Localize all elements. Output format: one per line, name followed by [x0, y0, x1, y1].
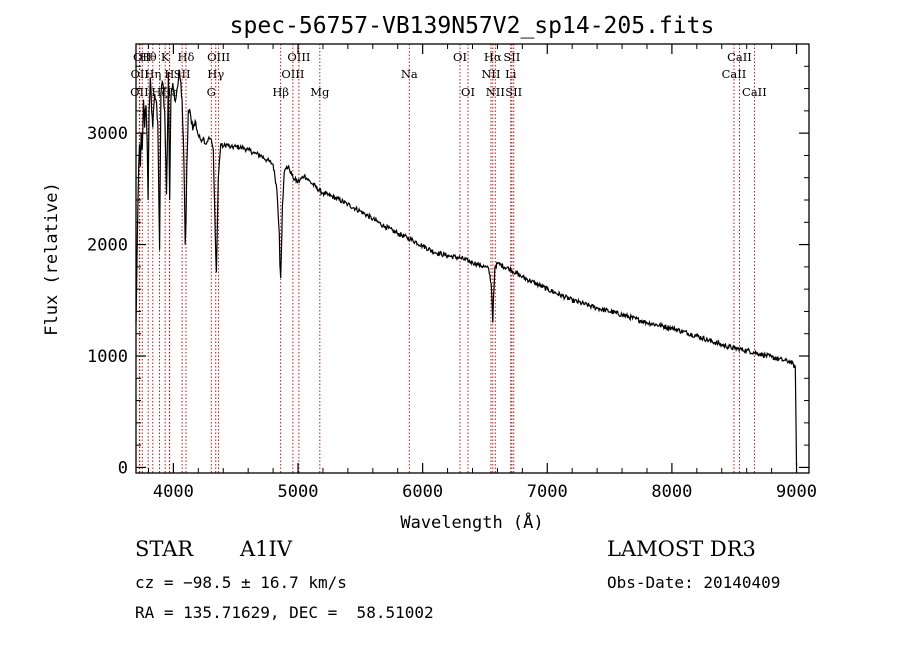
line-label-24: Li	[505, 67, 517, 81]
line-label-3: Hθ	[140, 50, 157, 64]
line-label-25: SII	[503, 50, 520, 64]
y-axis-label: Flux (relative)	[42, 182, 62, 336]
line-label-1: OII	[130, 67, 149, 81]
spectral-subclass: A1IV	[240, 537, 292, 561]
line-label-17: Mg	[310, 85, 330, 99]
line-label-21: NII	[481, 67, 500, 81]
line-label-6: K	[161, 50, 170, 64]
redshift-cz: cz = −98.5 ± 16.7 km/s	[135, 573, 347, 592]
chart-title: spec-56757-VB139N57V2_sp14-205.fits	[230, 13, 715, 39]
y-tick-label: 1000	[87, 347, 128, 367]
line-label-12: Hγ	[207, 67, 224, 81]
x-tick-label: 5000	[278, 482, 319, 502]
line-label-26: SII	[505, 85, 522, 99]
x-tick-label: 9000	[776, 482, 817, 502]
survey-name: LAMOST DR3	[607, 537, 756, 561]
line-label-10: SII	[174, 67, 191, 81]
y-tick-label: 2000	[87, 236, 128, 256]
spectrum-series-flux	[135, 69, 798, 466]
object-type: STAR	[135, 537, 194, 561]
x-tick-label: 6000	[402, 482, 443, 502]
line-label-13: OIII	[207, 50, 230, 64]
plot-frame	[135, 43, 810, 474]
line-label-19: OI	[453, 50, 467, 64]
observation-date: Obs-Date: 20140409	[607, 573, 781, 592]
coordinates: RA = 135.71629, DEC = 58.51002	[135, 603, 434, 622]
x-tick-label: 4000	[153, 482, 194, 502]
emission-line-labels: OIIOIIOIIHθHηHζKHHεHδSIIGHγOIIIHβOIIIOII…	[130, 50, 767, 99]
x-axis-label: Wavelength (Å)	[400, 511, 543, 533]
x-axis: 4000 5000 6000 7000 8000 9000	[147, 44, 817, 502]
line-label-2: OII	[133, 50, 152, 64]
line-label-16: OIII	[287, 50, 310, 64]
line-label-14: Hβ	[272, 85, 289, 99]
line-label-9: Hδ	[177, 50, 194, 64]
y-axis: 0 1000 2000 3000	[87, 65, 809, 478]
line-label-23: NII	[486, 85, 505, 99]
line-label-22: Hα	[484, 50, 502, 64]
line-label-4: Hη	[144, 67, 161, 81]
line-label-27: CaII	[722, 67, 747, 81]
line-label-11: G	[207, 85, 216, 99]
y-tick-label: 0	[118, 458, 128, 478]
line-label-15: OIII	[281, 67, 304, 81]
x-tick-label: 7000	[527, 482, 568, 502]
x-tick-label: 8000	[651, 482, 692, 502]
line-label-18: Na	[401, 67, 418, 81]
line-label-28: CaII	[727, 50, 752, 64]
line-label-20: OI	[461, 85, 475, 99]
line-label-29: CaII	[742, 85, 767, 99]
y-tick-label: 3000	[87, 124, 128, 144]
line-label-7: H	[164, 67, 174, 81]
line-label-0: OII	[130, 85, 149, 99]
